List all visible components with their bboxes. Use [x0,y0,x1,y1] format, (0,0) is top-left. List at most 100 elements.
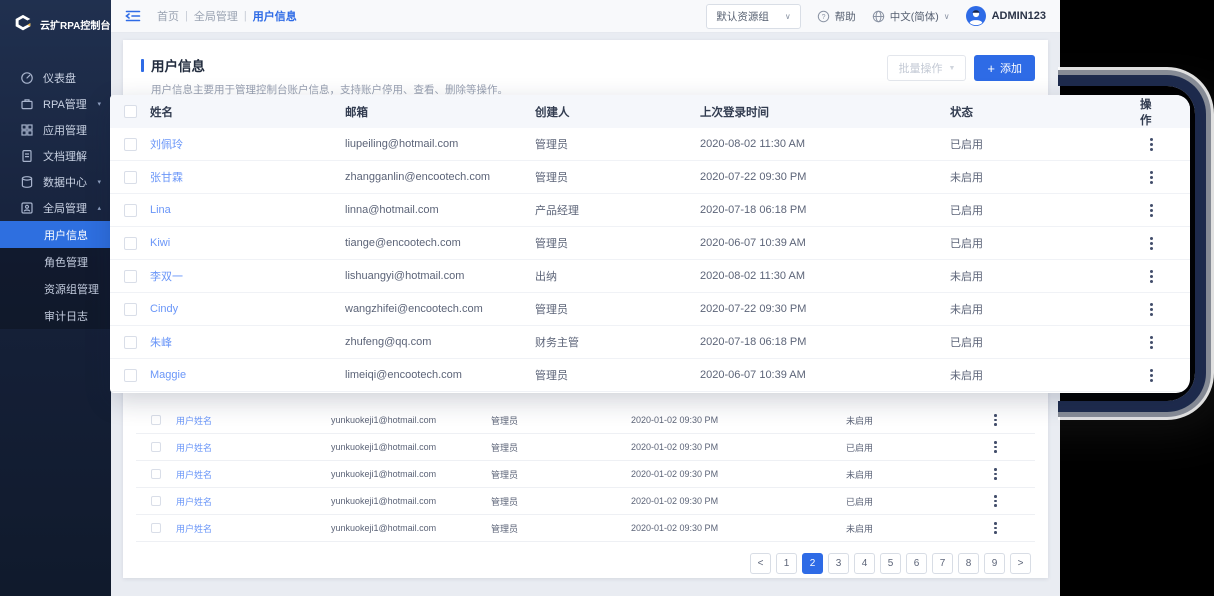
row-checkbox[interactable] [123,269,137,283]
add-user-button[interactable]: + 添加 [974,55,1035,81]
row-actions-button[interactable] [1147,267,1156,286]
row-checkbox[interactable] [151,523,161,533]
caret-icon: ▾ [97,101,101,108]
row-actions-button[interactable] [1147,333,1156,352]
user-email: wangzhifei@encootech.com [345,303,483,315]
sidebar-subitem-4[interactable]: 审计日志 [0,302,111,329]
user-menu[interactable]: ADMIN123 [965,6,1046,26]
pagination-page-1[interactable]: 1 [776,553,797,574]
user-email: liupeiling@hotmail.com [345,138,459,150]
sidebar-subitem-3[interactable]: 资源组管理 [0,275,111,302]
user-table: 用户姓名 yunkuokeji1@hotmail.com 管理员 2020-01-02… [136,110,1035,542]
status-text: 未启用 [950,304,983,316]
row-actions-button[interactable] [1147,234,1156,253]
sidebar-item-label: 全局管理 [43,203,87,215]
user-name-link[interactable]: Maggie [150,369,187,381]
user-name-link[interactable]: 用户姓名 [176,442,213,453]
pagination-page-9[interactable]: 9 [984,553,1005,574]
select-all-checkbox[interactable] [123,105,137,118]
row-checkbox[interactable] [123,302,137,316]
user-name-link[interactable]: 用户姓名 [176,415,213,426]
user-name-link[interactable]: Cindy [150,303,179,315]
row-actions-button[interactable] [991,492,1000,510]
user-name-link[interactable]: 李双一 [150,271,183,283]
row-actions-button[interactable] [1147,300,1156,319]
help-button[interactable]: ? 帮助 [817,9,856,24]
pagination-prev-button[interactable]: < [750,553,771,574]
user-name-link[interactable]: 朱峰 [150,337,172,349]
sidebar-subitem-1[interactable]: 用户信息 [0,221,111,248]
sidebar-item-2[interactable]: RPA管理 ▾ [0,91,111,117]
rpa-icon [20,97,34,111]
user-creator: 管理员 [491,523,519,534]
global-icon [20,201,34,215]
pagination-page-7[interactable]: 7 [932,553,953,574]
status-text: 未启用 [950,370,983,382]
user-name-link[interactable]: 用户姓名 [176,523,213,534]
brand-name: 云扩RPA控制台 [40,20,111,32]
pagination-page-6[interactable]: 6 [906,553,927,574]
row-actions-button[interactable] [991,438,1000,456]
row-checkbox[interactable] [123,335,137,349]
row-actions-button[interactable] [991,465,1000,483]
user-name-link[interactable]: 用户姓名 [176,469,213,480]
table-row: 用户姓名 yunkuokeji1@hotmail.com 管理员 2020-01-02… [136,407,1035,434]
column-header-last-login: 上次登录时间 [700,106,769,119]
topbar: 首页 | 全局管理 | 用户信息 默认资源组 ∨ ? 帮助 [111,0,1060,33]
collapse-sidebar-icon[interactable] [125,9,141,23]
sidebar-item-6[interactable]: 全局管理 ▴ [0,195,111,221]
bulk-actions-button[interactable]: 批量操作 ▼ [887,55,967,81]
pagination-page-8[interactable]: 8 [958,553,979,574]
status-text: 已启用 [950,139,983,151]
row-checkbox[interactable] [123,137,137,151]
sidebar-item-3[interactable]: 应用管理 [0,117,111,143]
row-actions-button[interactable] [1147,366,1156,385]
language-switcher[interactable]: 中文(简体) ∨ [872,9,950,24]
pagination-page-4[interactable]: 4 [854,553,875,574]
user-name-link[interactable]: Lina [150,204,171,216]
row-checkbox[interactable] [151,442,161,452]
sidebar-subitem-2[interactable]: 角色管理 [0,248,111,275]
row-checkbox[interactable] [151,469,161,479]
user-creator: 财务主管 [535,337,579,349]
row-checkbox[interactable] [151,415,161,425]
user-last-login: 2020-06-07 10:39 AM [700,369,806,381]
table-row: Maggie limeiqi@encootech.com 管理员 2020-06-07… [110,359,1190,392]
add-button-label: 添加 [1000,63,1022,75]
apps-icon [20,123,34,137]
row-checkbox[interactable] [123,203,137,217]
row-checkbox[interactable] [123,236,137,250]
user-name-link[interactable]: 张甘霖 [150,172,183,184]
chevron-down-icon: ∨ [784,11,791,21]
pagination-page-2[interactable]: 2 [802,553,823,574]
user-last-login: 2020-01-02 09:30 PM [631,496,719,506]
pagination-next-button[interactable]: > [1010,553,1031,574]
row-checkbox[interactable] [151,496,161,506]
sidebar-item-4[interactable]: 文档理解 [0,143,111,169]
sidebar-item-5[interactable]: 数据中心 ▾ [0,169,111,195]
caret-icon: ▾ [97,179,101,186]
user-email: tiange@encootech.com [345,237,461,249]
row-actions-button[interactable] [1147,135,1156,154]
user-name-link[interactable]: Kiwi [150,237,171,249]
user-email: yunkuokeji1@hotmail.com [331,496,437,506]
row-actions-button[interactable] [1147,168,1156,187]
sidebar-item-1[interactable]: 仪表盘 [0,65,111,91]
row-actions-button[interactable] [1147,201,1156,220]
user-last-login: 2020-06-07 10:39 AM [700,237,806,249]
table-row: 朱峰 zhufeng@qq.com 财务主管 2020-07-18 06:18 PM 已… [110,326,1190,359]
row-actions-button[interactable] [991,519,1000,537]
user-name-link[interactable]: 用户姓名 [176,496,213,507]
breadcrumb-global-management[interactable]: 全局管理 [193,11,238,23]
resource-group-select[interactable]: 默认资源组 ∨ [706,3,801,29]
user-last-login: 2020-01-02 09:30 PM [631,415,719,425]
pagination-page-5[interactable]: 5 [880,553,901,574]
row-checkbox[interactable] [123,170,137,184]
row-actions-button[interactable] [991,411,1000,429]
avatar [965,6,986,26]
bg-table-body: 用户姓名 yunkuokeji1@hotmail.com 管理员 2020-01-02… [136,407,1035,542]
row-checkbox[interactable] [123,368,137,382]
breadcrumb-home[interactable]: 首页 [157,11,179,23]
user-name-link[interactable]: 刘佩玲 [150,139,183,151]
pagination-page-3[interactable]: 3 [828,553,849,574]
